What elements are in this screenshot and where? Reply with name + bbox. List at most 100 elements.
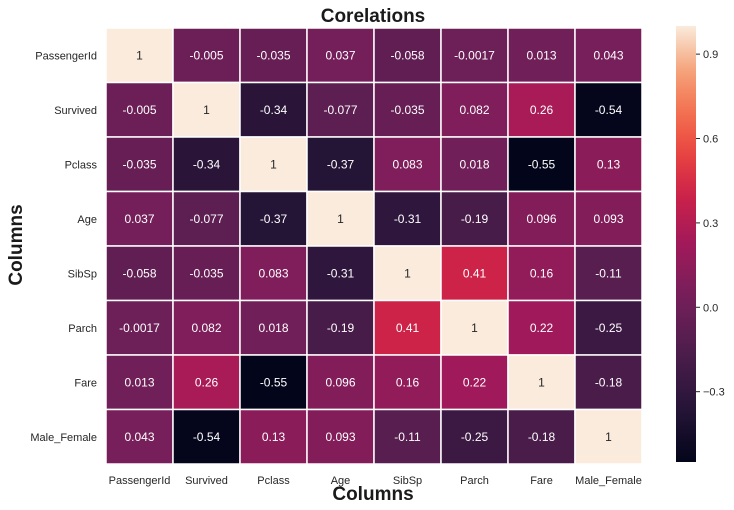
y-tick-label: Parch xyxy=(68,323,97,335)
cell-value-label: 0.082 xyxy=(459,103,489,117)
cell-value-label: -0.25 xyxy=(461,430,489,444)
chart-title: Corelations xyxy=(321,6,426,27)
cell-value-label: 0.22 xyxy=(530,321,554,335)
colorbar-tick-label: 0.3 xyxy=(703,218,718,230)
heatmap-cell xyxy=(306,136,375,193)
heatmap-cell xyxy=(507,190,576,247)
cell-value-label: -0.11 xyxy=(394,430,421,444)
cell-value-label: -0.077 xyxy=(189,212,223,226)
heatmap-cell xyxy=(574,136,643,193)
heatmap-cell xyxy=(172,136,241,193)
colorbar-tick-label: 0.6 xyxy=(703,134,718,146)
heatmap-cell xyxy=(574,245,643,302)
cell-value-label: 0.093 xyxy=(593,212,623,226)
heatmap-cell xyxy=(306,81,375,138)
colorbar-tick-label: −0.3 xyxy=(703,387,725,399)
heatmap-cell xyxy=(440,354,509,411)
heatmap-cell xyxy=(507,299,576,356)
heatmap-cell xyxy=(373,245,442,302)
cell-value-label: -0.55 xyxy=(528,157,556,171)
y-tick-label: Male_Female xyxy=(30,432,97,444)
cell-value-label: 0.16 xyxy=(530,266,554,280)
y-axis-label: Columns xyxy=(6,204,27,285)
heatmap-cell xyxy=(105,408,174,465)
heatmap-cell xyxy=(440,27,509,84)
cell-value-label: 0.013 xyxy=(124,375,154,389)
heatmap-cell xyxy=(373,299,442,356)
cell-value-label: -0.55 xyxy=(260,375,288,389)
heatmap-cell xyxy=(507,354,576,411)
cell-value-label: 0.083 xyxy=(258,266,288,280)
cell-value-label: -0.005 xyxy=(189,48,223,62)
cell-value-label: -0.25 xyxy=(595,321,623,335)
heatmap-cell xyxy=(574,354,643,411)
cell-value-label: 0.018 xyxy=(459,157,489,171)
cell-value-label: 1 xyxy=(136,48,143,62)
x-axis-label: Columns xyxy=(332,484,413,505)
cell-value-label: 1 xyxy=(404,266,411,280)
cell-value-label: -0.34 xyxy=(193,157,221,171)
cell-value-label: -0.035 xyxy=(189,266,223,280)
colorbar-gradient xyxy=(676,26,696,462)
heatmap-cell xyxy=(507,136,576,193)
heatmap-cell xyxy=(574,299,643,356)
x-tick-label: Pclass xyxy=(257,475,290,487)
cell-value-label: -0.077 xyxy=(323,103,357,117)
heatmap-cell xyxy=(105,27,174,84)
heatmap-cell xyxy=(574,408,643,465)
heatmap-cell xyxy=(306,408,375,465)
cell-value-label: 0.26 xyxy=(530,103,554,117)
heatmap-cell xyxy=(239,354,308,411)
y-tick-label: SibSp xyxy=(68,268,97,280)
y-tick-label: Survived xyxy=(54,105,97,117)
cell-value-label: 0.083 xyxy=(392,157,422,171)
heatmap-cell xyxy=(373,354,442,411)
x-tick-label: Male_Female xyxy=(575,475,642,487)
cell-value-label: 0.043 xyxy=(124,430,154,444)
cell-value-label: -0.19 xyxy=(461,212,489,226)
cell-value-label: 0.082 xyxy=(191,321,221,335)
y-tick-labels: PassengerId Survived Pclass Age SibSp Parch Fa… xyxy=(30,50,97,444)
cell-value-label: 0.16 xyxy=(396,375,420,389)
cell-value-label: -0.035 xyxy=(390,103,424,117)
x-tick-label: PassengerId xyxy=(109,475,171,487)
y-tick-label: Fare xyxy=(74,377,97,389)
cell-value-label: -0.34 xyxy=(260,103,288,117)
cell-value-label: 0.41 xyxy=(396,321,420,335)
heatmap-cells: 1 -0.005 -0.035 0.037 -0.058 -0.0017 0.013 0.04… xyxy=(105,27,643,465)
heatmap-cell xyxy=(105,354,174,411)
cell-value-label: 1 xyxy=(337,212,344,226)
heatmap-cell xyxy=(239,190,308,247)
x-tick-labels: PassengerId Survived Pclass Age SibSp Parch Fa… xyxy=(109,475,642,487)
x-tick-label: Parch xyxy=(460,475,489,487)
heatmap-cell xyxy=(172,354,241,411)
cell-value-label: -0.54 xyxy=(595,103,623,117)
cell-value-label: -0.035 xyxy=(256,48,290,62)
colorbar-tick-label: 0.0 xyxy=(703,302,718,314)
heatmap-cell xyxy=(574,81,643,138)
cell-value-label: 0.096 xyxy=(325,375,355,389)
heatmap-cell xyxy=(574,27,643,84)
cell-value-label: -0.0017 xyxy=(119,321,160,335)
cell-value-label: -0.37 xyxy=(327,157,355,171)
cell-value-label: 0.13 xyxy=(262,430,286,444)
cell-value-label: 0.41 xyxy=(463,266,487,280)
cell-value-label: 0.096 xyxy=(526,212,556,226)
cell-value-label: -0.058 xyxy=(390,48,424,62)
heatmap-cell xyxy=(373,190,442,247)
cell-value-label: 1 xyxy=(203,103,210,117)
heatmap-cell xyxy=(172,27,241,84)
heatmap-cell xyxy=(373,136,442,193)
heatmap-cell xyxy=(440,81,509,138)
cell-value-label: 0.013 xyxy=(526,48,556,62)
heatmap-cell xyxy=(306,190,375,247)
cell-value-label: 0.037 xyxy=(325,48,355,62)
y-tick-label: Age xyxy=(77,214,97,226)
heatmap-cell xyxy=(172,299,241,356)
heatmap-cell xyxy=(440,299,509,356)
cell-value-label: -0.19 xyxy=(327,321,355,335)
cell-value-label: -0.37 xyxy=(260,212,288,226)
colorbar-tick-label: 0.9 xyxy=(703,49,718,61)
heatmap-cell xyxy=(373,408,442,465)
